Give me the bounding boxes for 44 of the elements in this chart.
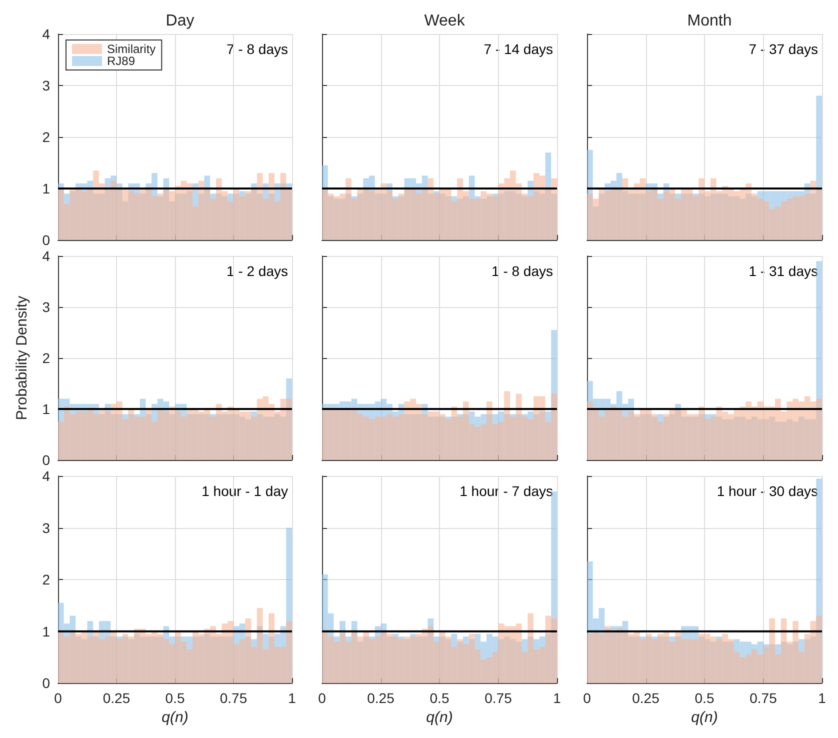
x-axis-title: q(n) [162,709,188,726]
annotation: 1 - 8 days [492,263,553,279]
x-tick-label: 0.25 [102,690,130,706]
y-tick-label: 2 [42,572,50,588]
annotation: 7 - 8 days [226,41,288,57]
x-tick-label: 0.25 [367,690,395,706]
annotation: 1 hour - 1 day [202,483,288,499]
y-tick-label: 4 [42,248,50,264]
x-tick-label: 0.25 [632,690,660,706]
x-tick-label: 1 [288,690,296,706]
chart-title: Week [424,12,466,30]
x-tick-label: 1 [553,690,562,706]
x-tick-label: 0.5 [430,690,450,706]
y-tick-label: 0 [42,232,50,248]
x-tick-label: 0 [318,690,326,706]
x-tick-label: 0.75 [220,690,248,706]
y-tick-label: 1 [42,623,50,640]
y-tick-label: 2 [42,350,50,366]
y-tick-label: 4 [42,26,50,42]
x-tick-label: 0 [54,690,62,706]
y-tick-label: 1 [42,180,50,196]
y-tick-label: 0 [42,675,50,692]
x-tick-label: 1 [818,690,826,706]
y-tick-label: 3 [42,78,50,94]
y-tick-label: 4 [42,468,50,484]
y-tick-label: 3 [42,520,50,536]
legend-label: Similarity [107,42,156,56]
chart-title: Month [687,12,732,30]
x-axis-title: q(n) [691,709,718,726]
x-tick-label: 0.5 [694,690,714,706]
y-tick-label: 1 [42,401,50,417]
annotation: 1 hour - 7 days [460,483,553,499]
x-axis-title: q(n) [426,709,453,726]
legend-label: RJ89 [107,54,136,68]
x-tick-label: 0.5 [165,690,185,706]
x-tick-label: 0 [583,690,592,706]
y-tick-label: 0 [42,452,50,468]
chart-title: Day [166,12,194,30]
x-tick-label: 0.75 [750,690,778,706]
x-tick-label: 0.75 [484,690,512,706]
y-tick-label: 3 [42,299,50,315]
annotation: 1 - 2 days [226,263,288,279]
y-tick-label: 2 [42,129,50,145]
y-axis-title: Probability Density [14,295,30,420]
